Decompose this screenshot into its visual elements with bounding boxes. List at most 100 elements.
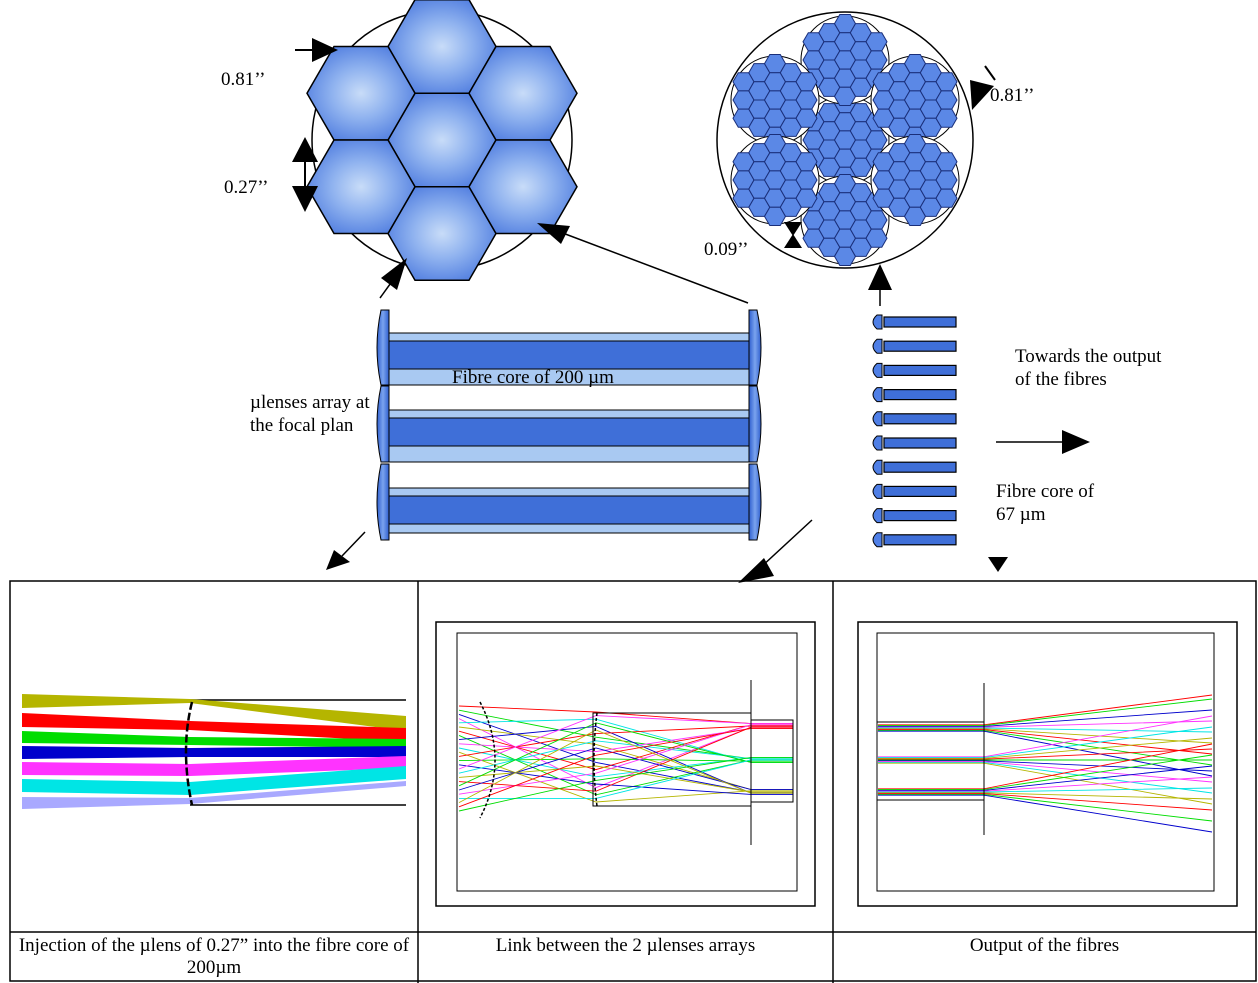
arrow-to-panel-1-icon	[326, 550, 350, 570]
hexagon-group-right	[730, 14, 960, 266]
microlens	[376, 309, 390, 386]
injection-panel	[22, 694, 406, 809]
fibre-core	[387, 417, 751, 447]
fibre-core	[387, 495, 751, 525]
fibre-67	[883, 389, 957, 401]
fibre-core-67-label: Fibre core of 67 µm	[996, 481, 1095, 525]
arrow-left-icon	[970, 80, 994, 110]
ray	[458, 747, 793, 791]
ray	[458, 726, 793, 792]
gap-label: 0.09’’	[704, 239, 749, 260]
ray-green	[22, 731, 406, 748]
microlens-array-label: µlenses array at the focal plan	[250, 392, 370, 436]
ray-bundle-link	[458, 705, 793, 812]
ray	[458, 725, 793, 757]
ray	[878, 794, 1213, 833]
arrow-to-right-circle-icon	[868, 264, 892, 290]
arrow-small-down-icon	[784, 222, 802, 236]
arrow-up-icon	[292, 137, 318, 162]
microlens	[748, 385, 762, 463]
small-hexagon	[865, 130, 888, 150]
fibre-200-assembly	[376, 309, 762, 541]
ray	[458, 764, 793, 795]
small-microlens	[872, 508, 883, 524]
ray	[458, 729, 793, 803]
arrow-to-left-circle-2-icon	[537, 223, 570, 244]
small-hexagon	[795, 170, 818, 190]
arrow-down-icon	[292, 186, 318, 212]
fibre-67	[883, 510, 957, 522]
small-hexagon	[935, 188, 958, 208]
small-hexagon	[865, 228, 888, 248]
microlens	[748, 309, 762, 386]
arrow-to-panel-3-icon	[988, 557, 1008, 572]
ray	[458, 705, 793, 725]
ray	[458, 751, 793, 803]
fibre-67-assembly	[872, 314, 957, 548]
small-microlens	[872, 532, 883, 548]
pitch-label-left: 0.81’’	[221, 69, 266, 90]
caption-link: Link between the 2 µlenses arrays	[495, 935, 756, 956]
table-border	[9, 580, 1257, 982]
fibre-hexagon-cluster	[716, 11, 974, 269]
arrow-small-up-icon	[784, 234, 802, 248]
small-hexagon	[865, 210, 888, 230]
caption-output: Output of the fibres	[969, 935, 1120, 956]
ray-yellow	[22, 694, 406, 731]
ray	[458, 715, 793, 770]
small-microlens	[872, 459, 883, 475]
arrow-right-icon	[312, 38, 338, 62]
small-hexagon	[795, 152, 818, 172]
towards-output-label: Towards the output of the fibres	[1015, 346, 1162, 390]
small-microlens	[872, 362, 883, 378]
hexagon-group-left	[306, 0, 578, 282]
small-microlens	[872, 314, 883, 330]
ray	[459, 759, 793, 799]
small-hexagon	[865, 50, 888, 70]
ray	[458, 722, 793, 787]
fibre-67	[883, 316, 957, 328]
dimension-arrows	[292, 38, 996, 248]
microlens	[748, 463, 762, 541]
small-microlens	[872, 435, 883, 451]
small-microlens	[872, 338, 883, 354]
fibre-67	[883, 485, 957, 497]
results-table	[9, 580, 1257, 983]
fibre-67	[883, 340, 957, 352]
fibre-core-200-label: Fibre core of 200 µm	[452, 367, 614, 388]
fibre-67	[883, 534, 957, 546]
ray	[878, 729, 1213, 755]
fibre-67	[883, 461, 957, 473]
small-hexagon	[795, 108, 818, 128]
arrow-towards-output-icon	[1062, 430, 1090, 454]
small-microlens	[872, 483, 883, 499]
small-microlens	[872, 387, 883, 403]
ray-magenta	[22, 756, 406, 776]
ray-lavender	[22, 781, 406, 809]
ray-blue	[22, 746, 406, 759]
fibre-67	[883, 413, 957, 425]
small-hexagon	[795, 188, 818, 208]
microlens	[376, 385, 390, 463]
small-hexagon	[795, 72, 818, 92]
ray	[458, 758, 793, 762]
caption-injection: Injection of the µlens of 0.27” into the…	[18, 935, 410, 978]
small-hexagon	[865, 32, 888, 52]
microlens	[376, 463, 390, 541]
small-hexagon	[935, 72, 958, 92]
small-hexagon	[935, 90, 958, 110]
arrow-to-left-circle-icon	[381, 258, 407, 290]
ray	[878, 765, 1213, 791]
fibre-67	[883, 364, 957, 376]
ray	[458, 724, 793, 795]
ray	[458, 757, 793, 812]
fibre-core	[387, 340, 751, 370]
ray	[878, 694, 1213, 726]
microlens-hexagon-cluster	[306, 0, 578, 282]
small-microlens	[872, 411, 883, 427]
ray	[458, 727, 793, 808]
pitch-label-right: 0.81’’	[990, 85, 1035, 106]
fibre-67	[883, 437, 957, 449]
small-hexagon	[935, 108, 958, 128]
connector-arrows	[326, 223, 1090, 583]
